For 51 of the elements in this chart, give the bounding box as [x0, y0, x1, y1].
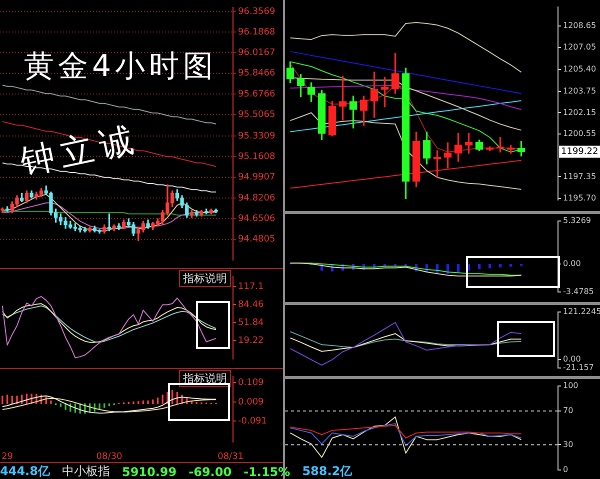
candlestick	[496, 137, 504, 152]
y-tick-label: 1207.05	[563, 42, 596, 52]
y-tick-label: 94.9907	[238, 172, 276, 183]
y-tick-label: 19.22	[238, 336, 264, 346]
y-tick-label: 94.4805	[238, 234, 276, 245]
y-tick-label: 95.1608	[238, 152, 276, 162]
y-tick-label: 84.46	[238, 300, 264, 310]
y-tick-label: 95.8466	[238, 68, 276, 79]
y-tick-label: 1202.15	[563, 108, 596, 117]
text: -69.00	[188, 464, 232, 478]
x-tick-label: 29	[2, 452, 14, 462]
y-tick-label: 1205.40	[563, 64, 596, 74]
y-tick-label: 1203.75	[563, 86, 596, 96]
y-tick-label: -21.157	[563, 363, 594, 372]
y-tick-label: 0.00	[563, 354, 581, 364]
y-tick-label: 95.3309	[238, 131, 276, 142]
y-tick-label: 1208.65	[563, 21, 596, 30]
y-tick-label: -3.4785	[563, 287, 594, 296]
text: 1199.22	[561, 147, 598, 158]
text: 5910.99	[122, 464, 177, 478]
y-tick-label: 1197.35	[563, 172, 596, 181]
y-tick-label: 100	[563, 380, 578, 390]
y-tick-label: 96.1868	[238, 27, 276, 38]
y-tick-label: 117.1	[238, 282, 264, 292]
y-tick-label: 0.009	[238, 397, 264, 408]
y-tick-label: 96.0167	[238, 48, 276, 58]
annotation: 指标说明	[179, 270, 231, 287]
y-tick-label: 51.84	[238, 318, 264, 328]
x-tick-label: 08/30	[96, 452, 122, 462]
text: 444.8亿	[0, 463, 50, 479]
annotation: 指标说明	[179, 370, 231, 387]
annotation: 588.2亿	[302, 463, 352, 479]
y-tick-label: 0	[563, 465, 568, 474]
y-tick-label: 95.6766	[238, 89, 276, 100]
text: 中小板指	[62, 463, 110, 479]
y-tick-label: 70	[563, 406, 574, 416]
y-tick-label: 0.109	[238, 378, 264, 388]
y-tick-label: 1195.70	[563, 194, 596, 203]
y-tick-label: 30	[563, 440, 574, 449]
y-tick-label: 5.3269	[563, 216, 591, 225]
annotation: 黄金4小时图	[24, 48, 218, 86]
y-tick-label: 1200.55	[563, 129, 596, 138]
y-tick-label: 96.3569	[238, 6, 276, 17]
y-tick-label: 0.00	[563, 258, 581, 268]
y-tick-label: 95.5065	[238, 110, 276, 120]
annotation: 钟立诚	[16, 118, 144, 186]
annotation: -1.15%	[244, 464, 290, 478]
y-tick-label: -0.091	[238, 416, 268, 427]
x-tick-label: 08/31	[218, 452, 244, 462]
y-tick-label: 94.8206	[238, 193, 276, 204]
y-tick-label: 94.6506	[238, 214, 276, 224]
